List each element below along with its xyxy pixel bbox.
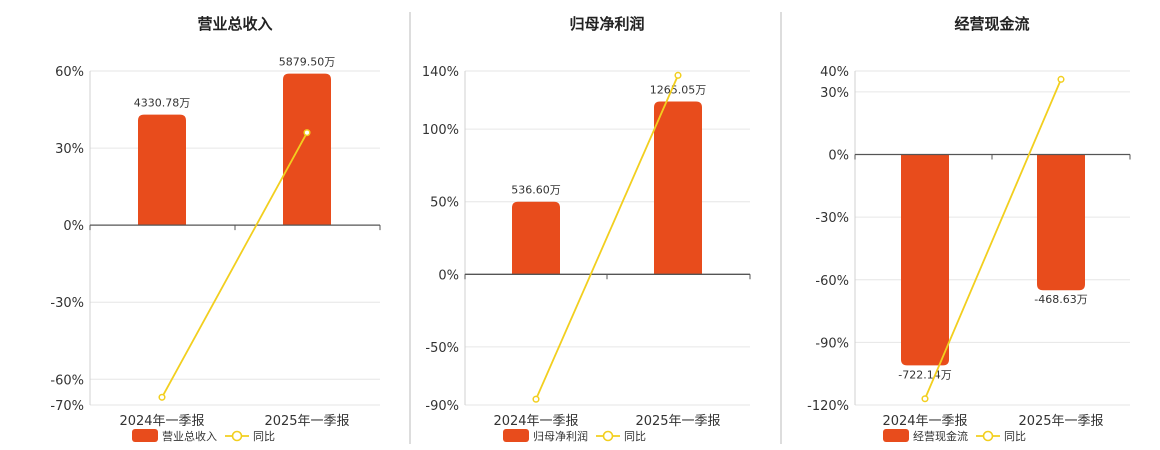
legend-bar-label: 营业总收入 [162,429,217,443]
bar-data-label: 536.60万 [511,184,561,197]
chart-panel-3: 经营现金流 40% 30% 0% -30% -60% -90% -120% -722.14万 -4… [807,15,1131,443]
yoy-line [924,78,1062,400]
legend-bar-swatch [883,429,909,442]
yoy-point-1 [158,393,166,401]
legend-bar-swatch [503,429,529,442]
legend-line-label: 同比 [253,430,275,443]
y-tick-label: -30% [815,211,849,226]
y-tick-label: 100% [422,123,459,138]
x-category-label: 2025年一季报 [635,414,720,429]
bar-data-label: 1265.05万 [650,83,707,96]
yoy-point-1 [532,395,540,403]
chart-panel-2: 归母净利润 140% 100% 50% 0% -50% -90% 536.60万 1265.05… [422,15,751,443]
x-category-label: 2025年一季报 [264,414,349,429]
y-tick-label: -60% [815,274,849,289]
bar-data-label: 4330.78万 [134,97,191,110]
legend-line-marker [602,430,614,442]
y-tick-label: 140% [422,65,459,80]
legend-bar-swatch [132,429,158,442]
bar-2 [1037,154,1085,291]
bar-2 [283,73,331,226]
legend-line-label: 同比 [1004,430,1026,443]
y-tick-label: -30% [50,296,84,311]
y-tick-label: -120% [807,399,849,414]
legend-bar-label: 经营现金流 [913,429,968,443]
x-category-label: 2024年一季报 [882,414,967,429]
chart-title: 经营现金流 [954,15,1029,33]
y-tick-label: 0% [438,268,459,283]
bar-1 [512,201,560,275]
chart-title: 归母净利润 [569,15,644,33]
y-tick-label: -50% [425,341,459,356]
bar-2 [654,101,702,275]
bar-data-label: -722.14万 [898,368,951,381]
y-tick-label: -90% [425,399,459,414]
yoy-point-2 [1057,75,1065,83]
legend-line-marker [982,430,994,442]
y-tick-label: 60% [55,65,84,80]
y-tick-label: 30% [820,86,849,101]
y-tick-label: -90% [815,336,849,351]
bar-data-label: -468.63万 [1034,293,1087,306]
x-category-label: 2025年一季报 [1018,414,1103,429]
y-tick-label: 50% [430,196,459,211]
yoy-line [535,74,679,400]
bar-data-label: 5879.50万 [279,56,336,69]
x-category-label: 2024年一季报 [119,414,204,429]
x-category-label: 2024年一季报 [493,414,578,429]
bar-1 [138,114,186,226]
legend-line-label: 同比 [624,430,646,443]
y-tick-label: 30% [55,142,84,157]
yoy-point-1 [921,395,929,403]
y-tick-label: -70% [50,399,84,414]
y-tick-label: 40% [820,65,849,80]
y-tick-label: -60% [50,373,84,388]
chart-panel-1: 营业总收入 60% 30% 0% -30% -60% -70% 4330.78万 5879.50… [50,15,381,443]
legend-line-marker [231,430,243,442]
y-tick-label: 0% [828,149,849,164]
yoy-point-2 [303,129,311,137]
y-tick-label: 0% [63,219,84,234]
yoy-point-2 [674,71,682,79]
legend-bar-label: 归母净利润 [533,429,588,443]
bar-1 [901,154,949,366]
yoy-line [161,132,308,398]
chart-title: 营业总收入 [197,15,272,33]
